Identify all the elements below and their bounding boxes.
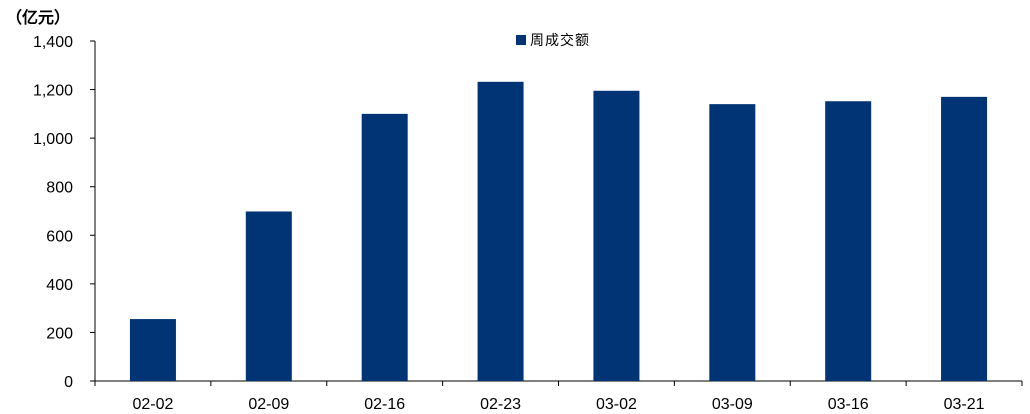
y-tick-label: 1,200 (33, 83, 73, 100)
y-tick-label: 200 (46, 325, 73, 342)
x-tick-label: 03-16 (828, 396, 869, 413)
bar-03-09 (709, 104, 756, 382)
y-tick-label: 600 (46, 228, 73, 245)
x-tick-label: 03-02 (596, 396, 637, 413)
bar-03-02 (593, 90, 640, 382)
legend-swatch (516, 35, 526, 45)
y-tick-label: 1,000 (33, 131, 73, 148)
y-unit-label: （亿元） (6, 8, 70, 27)
y-ticks: 0 200 400 600 800 1,000 1,200 1,400 (33, 34, 95, 391)
x-ticks: 02-02 02-09 02-16 02-23 03-02 03-09 03-16 03-21 (94, 381, 1023, 413)
x-tick-label: 02-02 (132, 396, 173, 413)
legend-label: 周成交额 (530, 32, 590, 49)
bar-02-09 (245, 211, 292, 381)
bar-series (129, 81, 988, 382)
y-tick-label: 400 (46, 277, 73, 294)
bar-03-21 (941, 96, 988, 381)
x-tick-label: 02-23 (480, 396, 521, 413)
x-tick-label: 02-09 (248, 396, 289, 413)
y-tick-label: 0 (64, 374, 73, 391)
x-tick-label: 03-21 (944, 396, 985, 413)
legend: 周成交额 (516, 32, 590, 49)
y-tick-label: 800 (46, 180, 73, 197)
x-tick-label: 03-09 (712, 396, 753, 413)
x-tick-label: 02-16 (364, 396, 405, 413)
bar-02-16 (361, 113, 408, 381)
bar-03-16 (825, 101, 872, 381)
bar-02-02 (129, 319, 176, 381)
bar-02-23 (477, 81, 524, 382)
y-tick-label: 1,400 (33, 34, 73, 51)
